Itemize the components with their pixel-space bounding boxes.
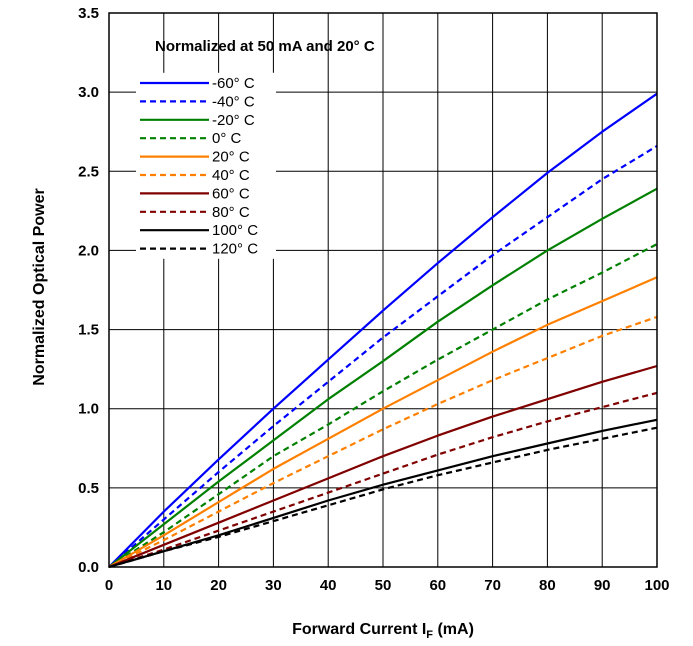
series-line-3 [108, 243, 658, 568]
x-tick-label: 90 [594, 577, 611, 594]
x-tick-label: 60 [429, 577, 446, 594]
y-tick-label: 2.5 [78, 163, 99, 180]
series-line-6 [108, 364, 658, 569]
legend-label: 60° C [212, 185, 250, 202]
legend-label: -40° C [212, 93, 255, 110]
plot-frame [108, 12, 658, 568]
legend-label: 80° C [212, 204, 250, 221]
y-tick-label: 3.5 [78, 5, 99, 22]
x-tick-label: 30 [265, 577, 282, 594]
legend-label: 40° C [212, 167, 250, 184]
x-tick-label: 70 [484, 577, 501, 594]
y-tick-label: 1.0 [78, 401, 99, 418]
y-axis-title: Normalized Optical Power [31, 188, 48, 385]
x-tick-label: 50 [375, 577, 392, 594]
ticks: 0 10 20 30 40 50 60 70 80 90 100 0.0 0.5 1.0 1.5 2.0 2.5… [78, 5, 669, 594]
x-tick-label: 10 [155, 577, 172, 594]
series-line-2 [108, 187, 658, 568]
legend-label: 100° C [212, 222, 258, 239]
y-tick-label: 3.0 [78, 84, 99, 101]
x-tick-label: 40 [320, 577, 337, 594]
series-line-1 [108, 145, 658, 568]
legend: -60° C-40° C -20° C0° C 20° C40° C60° C 80°… [136, 72, 276, 259]
x-tick-label: 100 [644, 577, 669, 594]
legend-background [136, 72, 276, 259]
series-line-4 [108, 276, 658, 568]
legend-label: 20° C [212, 149, 250, 166]
normalization-note: Normalized at 50 mA and 20° C [155, 38, 375, 55]
y-tick-label: 2.0 [78, 242, 99, 259]
legend-label: -20° C [212, 112, 255, 129]
x-tick-label: 20 [210, 577, 227, 594]
x-tick-label: 0 [105, 577, 113, 594]
x-axis-title: Forward Current IF (mA) [292, 621, 474, 641]
series-line-0 [108, 92, 658, 568]
series-line-9 [108, 426, 658, 569]
legend-label: -60° C [212, 75, 255, 92]
y-tick-label: 1.5 [78, 322, 99, 339]
series-line-5 [108, 315, 658, 568]
y-tick-label: 0.0 [78, 559, 99, 576]
series-lines [108, 92, 658, 569]
series-line-7 [108, 391, 658, 569]
x-tick-label: 80 [539, 577, 556, 594]
legend-label: 120° C [212, 241, 258, 258]
y-tick-label: 0.5 [78, 480, 99, 497]
legend-label: 0° C [212, 130, 242, 147]
